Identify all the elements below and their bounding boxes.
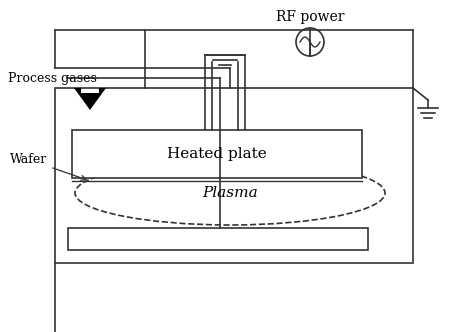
Text: RF power: RF power (276, 10, 344, 24)
Text: Wafer: Wafer (10, 153, 86, 180)
Text: Plasma: Plasma (202, 186, 258, 200)
Bar (55, 88, 413, 263)
Text: Process gases: Process gases (8, 72, 97, 85)
Text: Heated plate: Heated plate (167, 147, 267, 161)
Bar (72, 130, 362, 178)
FancyArrow shape (74, 88, 106, 110)
Circle shape (296, 28, 324, 56)
Bar (68, 228, 368, 250)
